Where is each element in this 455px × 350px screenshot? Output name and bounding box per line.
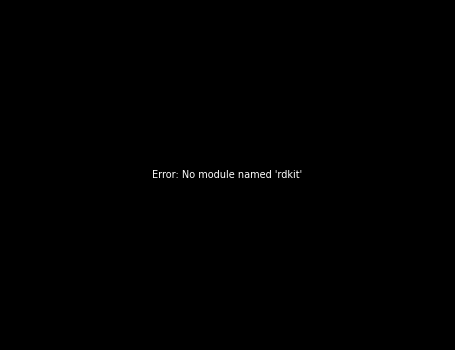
Text: Error: No module named 'rdkit': Error: No module named 'rdkit' (152, 170, 303, 180)
